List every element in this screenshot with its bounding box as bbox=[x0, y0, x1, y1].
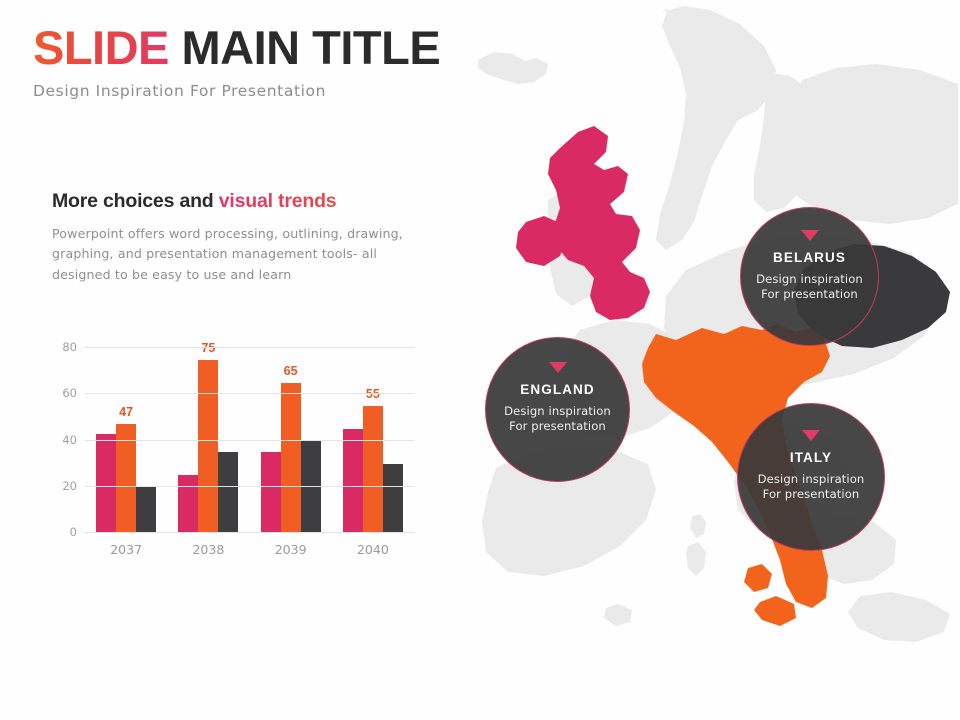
slide-header: SLIDE MAIN TITLE Design Inspiration For … bbox=[33, 21, 441, 100]
chart-bar[interactable] bbox=[342, 428, 363, 533]
callout-england-title: ENGLAND bbox=[520, 382, 595, 397]
callout-italy[interactable]: ITALY Design inspiration For presentatio… bbox=[737, 403, 885, 551]
callout-england-line1: Design inspiration bbox=[504, 404, 611, 418]
chart-bar[interactable] bbox=[260, 452, 281, 533]
chart-y-tick-label: 20 bbox=[62, 478, 77, 493]
chart-gridline: 0 bbox=[70, 525, 414, 539]
lead-paragraph: Powerpoint offers word processing, outli… bbox=[52, 226, 403, 282]
chart-gridline: 60 bbox=[62, 386, 414, 400]
chart-bar-value-label: 65 bbox=[283, 363, 298, 378]
chart-bar[interactable]: 75 bbox=[198, 341, 219, 533]
chart-x-tick-label: 2037 bbox=[110, 542, 143, 557]
chart-bar[interactable] bbox=[218, 452, 239, 533]
lead-heading-highlight: visual trends bbox=[218, 190, 337, 212]
callout-belarus-line1: Design inspiration bbox=[756, 272, 863, 286]
chart-x-tick-label: 2039 bbox=[274, 542, 307, 557]
chart-bar-groups: 47 75 65 55 bbox=[85, 341, 414, 533]
chart-y-tick-label: 80 bbox=[62, 340, 77, 354]
callout-belarus[interactable]: BELARUS Design inspiration For presentat… bbox=[740, 207, 879, 346]
callout-england-description: Design inspiration For presentation bbox=[504, 404, 611, 435]
lead-text-block: More choices and visual trends Powerpoin… bbox=[52, 190, 424, 285]
lead-heading-plain: More choices and bbox=[52, 190, 219, 212]
chart-bar[interactable]: 47 bbox=[116, 405, 137, 533]
callout-belarus-title: BELARUS bbox=[773, 250, 846, 265]
chart-bar[interactable] bbox=[178, 475, 199, 533]
chart-bar[interactable] bbox=[300, 440, 321, 533]
chart-bar-group: 47 bbox=[85, 348, 167, 533]
callout-england[interactable]: ENGLAND Design inspiration For presentat… bbox=[485, 337, 630, 482]
chart-x-tick-label: 2040 bbox=[356, 542, 389, 557]
chart-bar[interactable] bbox=[382, 463, 403, 533]
lead-heading: More choices and visual trends bbox=[52, 190, 424, 213]
chart-bar-group: 55 bbox=[332, 348, 414, 533]
bar-chart: 47 75 65 55 0 20 40 60 80 2037 2038 2039 2040 bbox=[52, 338, 414, 563]
chart-x-axis-labels: 2037 2038 2039 2040 bbox=[85, 542, 414, 557]
chart-plot-area: 47 75 65 55 0 20 40 60 80 bbox=[62, 340, 414, 539]
callout-italy-description: Design inspiration For presentation bbox=[758, 472, 865, 503]
europe-map: BELARUS Design inspiration For presentat… bbox=[430, 0, 960, 700]
europe-map-svg bbox=[478, 6, 958, 642]
callout-belarus-line2: For presentation bbox=[761, 287, 858, 302]
page-subtitle: Design Inspiration For Presentation bbox=[33, 82, 327, 100]
triangle-marker-icon bbox=[802, 430, 820, 441]
page-title-main: MAIN TITLE bbox=[168, 21, 441, 74]
callout-italy-line1: Design inspiration bbox=[757, 472, 865, 486]
chart-y-tick-label: 0 bbox=[69, 525, 77, 539]
chart-bar-value-label: 47 bbox=[119, 405, 134, 420]
chart-bar-group: 65 bbox=[250, 348, 332, 533]
chart-bar[interactable] bbox=[96, 433, 117, 533]
chart-y-tick-label: 60 bbox=[62, 386, 77, 401]
page-title: SLIDE MAIN TITLE bbox=[33, 21, 441, 74]
triangle-marker-icon bbox=[548, 362, 567, 373]
chart-y-tick-label: 40 bbox=[62, 432, 77, 447]
chart-gridline: 20 bbox=[62, 479, 414, 493]
callout-belarus-description: Design inspiration For presentation bbox=[756, 272, 863, 303]
chart-x-tick-label: 2038 bbox=[192, 542, 225, 557]
triangle-marker-icon bbox=[800, 230, 819, 241]
chart-bar[interactable] bbox=[136, 486, 157, 533]
chart-bar[interactable]: 55 bbox=[362, 387, 383, 533]
chart-gridline: 80 bbox=[62, 340, 414, 354]
chart-bar[interactable]: 65 bbox=[280, 364, 301, 533]
chart-bar-group: 75 bbox=[167, 341, 249, 533]
chart-gridline: 40 bbox=[62, 433, 414, 447]
callout-italy-line2: For presentation bbox=[762, 487, 860, 502]
map-highlight-united-kingdom bbox=[516, 126, 650, 320]
page-title-accent: SLIDE bbox=[33, 21, 169, 74]
callout-italy-title: ITALY bbox=[789, 450, 833, 465]
callout-england-line2: For presentation bbox=[509, 419, 606, 434]
